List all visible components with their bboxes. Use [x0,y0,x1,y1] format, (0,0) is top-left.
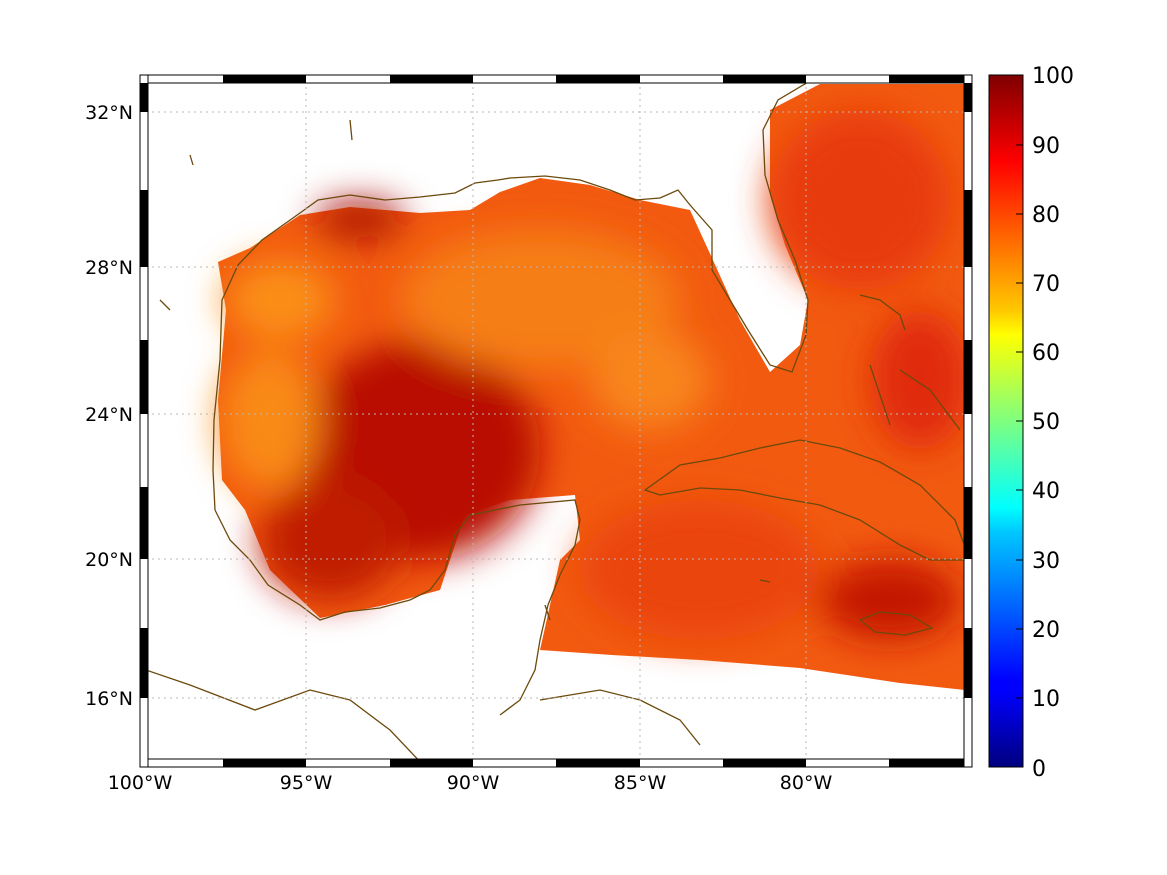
colorbar: 100 90 80 70 60 50 40 30 20 10 0 [988,64,1074,782]
data-field [218,84,970,690]
colorbar-tick-label: 40 [1032,479,1060,504]
top-border-band [139,74,973,84]
right-border-band [963,74,973,768]
lon-label: 100°W [108,772,173,794]
lat-label: 20°N [85,549,133,571]
map-panel [140,75,972,767]
colorbar-tick-label: 80 [1032,203,1060,228]
graticule [140,75,972,767]
bottom-border-band [139,758,973,768]
colorbar-tick-label: 90 [1032,134,1060,159]
bahamas [859,294,961,431]
mexico-coast [214,499,581,716]
colorbar-tick-label: 30 [1032,549,1060,574]
yucatan-islands [159,119,771,621]
latitude-labels: 32°N 28°N 24°N 20°N 16°N [85,102,133,710]
lon-label: 90°W [447,772,500,794]
lat-label: 24°N [85,404,133,426]
colorbar-tick-label: 60 [1032,341,1060,366]
lat-label: 16°N [85,688,133,710]
colorbar-tick-label: 10 [1032,687,1060,712]
coastlines [140,75,971,767]
colorbar-tick-label: 0 [1032,757,1046,782]
colorbar-tick-label: 20 [1032,618,1060,643]
lon-label: 80°W [780,772,833,794]
lon-label: 95°W [280,772,333,794]
colorbar-ticks [1016,144,1023,699]
lat-label: 28°N [85,257,133,279]
colorbar-tick-label: 70 [1032,272,1060,297]
colorbar-tick-label: 50 [1032,410,1060,435]
map-border [139,74,973,768]
lon-label: 85°W [614,772,667,794]
us-gulf-coast [212,75,821,511]
lat-label: 32°N [85,102,133,124]
longitude-labels: 100°W 95°W 90°W 85°W 80°W [108,772,833,794]
left-border-band [139,74,149,768]
jamaica [858,611,934,636]
central-america-coast [140,667,426,767]
colorbar-tick-label: 100 [1032,64,1074,89]
